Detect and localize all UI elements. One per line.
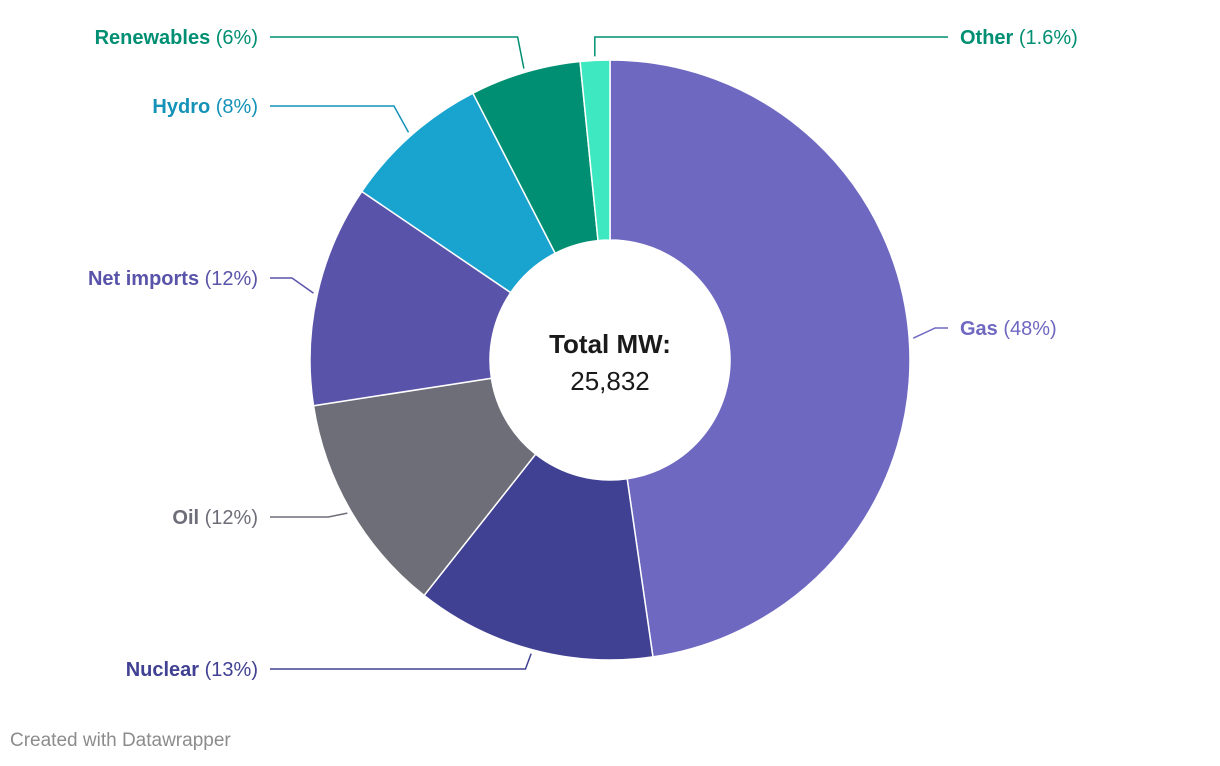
label-name-oil: Oil [172,507,199,529]
label-percent-net-imports: (12%) [199,268,258,290]
label-oil: Oil (12%) [172,507,258,529]
label-gas: Gas (48%) [960,318,1057,340]
leader-line-oil [270,512,348,518]
slice-gas [609,59,911,658]
leader-line-gas [912,327,948,339]
leader-line-nuclear [270,653,532,670]
label-hydro: Hydro (8%) [152,96,258,118]
center-value: 25,832 [570,366,650,396]
credit-text: Created with Datawrapper [10,730,231,751]
label-percent-hydro: (8%) [210,96,258,118]
label-percent-other: (1.6%) [1013,27,1077,49]
label-name-hydro: Hydro [152,96,210,118]
label-name-nuclear: Nuclear [126,659,200,681]
slice-net-imports [309,190,512,407]
label-name-gas: Gas [960,318,998,340]
leader-line-net-imports [270,277,314,294]
label-percent-renewables: (6%) [210,27,258,49]
donut-slices [309,59,911,661]
label-nuclear: Nuclear (13%) [126,659,258,681]
leader-lines [270,36,948,670]
leader-line-renewables [270,36,525,69]
slice-other [579,59,611,242]
leader-line-hydro [270,105,410,133]
label-other: Other (1.6%) [960,27,1078,49]
slice-nuclear [423,453,654,661]
label-percent-nuclear: (13%) [199,659,258,681]
label-percent-oil: (12%) [199,507,258,529]
slice-oil [312,377,537,597]
center-title: Total MW: [549,329,671,359]
label-net-imports: Net imports (12%) [88,268,258,290]
slice-labels: Gas (48%)Nuclear (13%)Oil (12%)Net impor… [88,27,1078,681]
label-name-other: Other [960,27,1014,49]
leader-line-other [594,36,948,57]
label-percent-gas: (48%) [998,318,1057,340]
label-name-net-imports: Net imports [88,268,199,290]
label-renewables: Renewables (6%) [95,27,258,49]
label-name-renewables: Renewables [95,27,211,49]
